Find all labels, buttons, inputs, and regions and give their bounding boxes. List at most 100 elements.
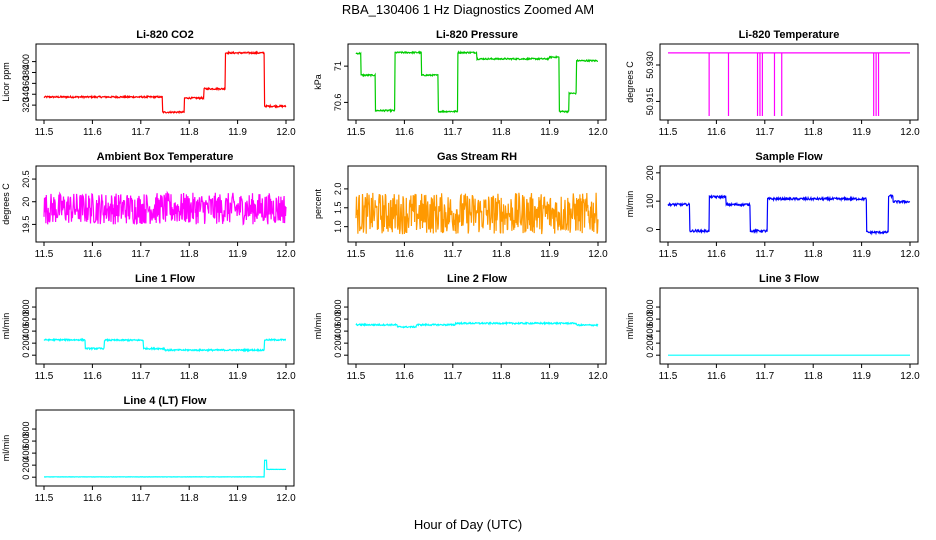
y-axis-label: percent bbox=[313, 188, 323, 219]
chart-title: Line 4 (LT) Flow bbox=[124, 395, 207, 407]
series-line bbox=[43, 337, 287, 353]
x-tick-label: 11.6 bbox=[395, 371, 414, 382]
y-tick-label: 400 bbox=[21, 324, 31, 339]
x-tick-label: 11.5 bbox=[659, 127, 678, 138]
series-line bbox=[668, 52, 910, 116]
x-tick-label: 11.6 bbox=[707, 127, 726, 138]
x-tick-label: 11.7 bbox=[131, 127, 150, 138]
y-tick-label: 380 bbox=[21, 65, 31, 80]
x-tick-label: 12.0 bbox=[900, 371, 920, 382]
y-tick-label: 600 bbox=[645, 312, 655, 327]
x-tick-label: 12.0 bbox=[276, 493, 296, 504]
chart-title: Ambient Box Temperature bbox=[97, 151, 234, 163]
y-tick-label: 200 bbox=[21, 458, 31, 473]
y-tick-label: 20.5 bbox=[21, 170, 31, 188]
x-tick-label: 11.9 bbox=[852, 249, 871, 260]
y-tick-label: 600 bbox=[333, 312, 343, 327]
y-tick-label: 800 bbox=[21, 300, 31, 315]
y-tick-label: 71 bbox=[333, 61, 343, 71]
chart-panel-5: Gas Stream RH 11.5 11.6 11.7 11.8 11.9 12.0 1.0… bbox=[313, 151, 608, 260]
y-axis-label: ml/min bbox=[625, 191, 635, 218]
x-tick-label: 12.0 bbox=[588, 127, 608, 138]
x-tick-label: 12.0 bbox=[276, 249, 296, 260]
chart-title: Li-820 Pressure bbox=[436, 29, 518, 41]
plot-frame bbox=[659, 287, 919, 365]
chart-title: Sample Flow bbox=[755, 151, 823, 163]
x-tick-label: 11.8 bbox=[492, 371, 511, 382]
y-tick-label: 320 bbox=[21, 98, 31, 113]
x-tick-label: 11.7 bbox=[443, 371, 462, 382]
y-axis-label: degrees C bbox=[1, 183, 11, 225]
chart-panel-3: Li-820 Temperature 11.5 11.6 11.7 11.8 11.9 12… bbox=[625, 29, 920, 138]
x-tick-label: 11.8 bbox=[180, 371, 199, 382]
x-tick-label: 11.6 bbox=[83, 371, 102, 382]
x-tick-label: 11.6 bbox=[83, 493, 102, 504]
x-tick-label: 11.9 bbox=[540, 249, 559, 260]
x-tick-label: 11.8 bbox=[180, 493, 199, 504]
y-tick-label: 600 bbox=[21, 434, 31, 449]
x-tick-label: 11.5 bbox=[347, 371, 366, 382]
chart-panel-7: Line 1 Flow 11.5 11.6 11.7 11.8 11.9 12.0 0 2004… bbox=[1, 273, 296, 382]
x-tick-label: 11.6 bbox=[707, 249, 726, 260]
plot-frame bbox=[659, 165, 919, 243]
x-tick-label: 11.7 bbox=[131, 493, 150, 504]
y-tick-label: 600 bbox=[21, 312, 31, 327]
chart-title: Line 2 Flow bbox=[447, 273, 507, 285]
x-tick-label: 12.0 bbox=[588, 371, 608, 382]
y-tick-label: 20 bbox=[21, 197, 31, 207]
y-tick-label: 2.0 bbox=[333, 183, 343, 196]
y-tick-label: 400 bbox=[645, 324, 655, 339]
y-tick-label: 1.0 bbox=[333, 220, 343, 233]
x-tick-label: 11.8 bbox=[180, 249, 199, 260]
y-tick-label: 200 bbox=[21, 336, 31, 351]
y-tick-label: 800 bbox=[21, 422, 31, 437]
x-tick-label: 11.9 bbox=[228, 371, 247, 382]
chart-panel-6: Sample Flow 11.5 11.6 11.7 11.8 11.9 12.0 0 100 2… bbox=[625, 151, 920, 260]
x-tick-label: 11.9 bbox=[852, 127, 871, 138]
series-line bbox=[355, 321, 599, 329]
y-tick-label: 400 bbox=[21, 446, 31, 461]
y-tick-label: 200 bbox=[645, 336, 655, 351]
x-tick-label: 11.6 bbox=[395, 127, 414, 138]
x-tick-label: 11.8 bbox=[804, 249, 823, 260]
y-tick-label: 0 bbox=[21, 353, 31, 358]
x-tick-label: 11.6 bbox=[83, 249, 102, 260]
y-tick-label: 50.915 bbox=[645, 88, 655, 116]
y-tick-label: 1.5 bbox=[333, 202, 343, 215]
plot-frame bbox=[347, 43, 607, 121]
x-tick-label: 11.5 bbox=[35, 249, 54, 260]
x-tick-label: 11.8 bbox=[492, 249, 511, 260]
plot-frame bbox=[35, 165, 295, 243]
plot-frame bbox=[35, 409, 295, 487]
y-tick-label: 19.5 bbox=[21, 216, 31, 234]
x-tick-label: 11.5 bbox=[35, 371, 54, 382]
y-tick-label: 50.930 bbox=[645, 51, 655, 79]
x-tick-label: 11.9 bbox=[540, 127, 559, 138]
chart-panel-9: Line 3 Flow 11.5 11.6 11.7 11.8 11.9 12.0 0 2004… bbox=[625, 273, 920, 382]
chart-title: Gas Stream RH bbox=[437, 151, 517, 163]
x-tick-label: 11.7 bbox=[131, 249, 150, 260]
y-tick-label: 0 bbox=[333, 353, 343, 358]
figure-title: RBA_130406 1 Hz Diagnostics Zoomed AM bbox=[341, 2, 595, 17]
y-axis-label: Licor ppm bbox=[1, 62, 11, 102]
chart-title: Li-820 Temperature bbox=[739, 29, 840, 41]
y-tick-label: 200 bbox=[333, 336, 343, 351]
x-tick-label: 11.7 bbox=[131, 371, 150, 382]
y-tick-label: 400 bbox=[333, 324, 343, 339]
x-tick-label: 11.5 bbox=[347, 249, 366, 260]
y-tick-label: 0 bbox=[645, 227, 655, 232]
x-tick-label: 11.9 bbox=[228, 493, 247, 504]
plot-frame bbox=[347, 287, 607, 365]
y-tick-label: 400 bbox=[21, 54, 31, 69]
chart-title: Line 3 Flow bbox=[759, 273, 819, 285]
x-tick-label: 12.0 bbox=[900, 249, 920, 260]
x-tick-label: 11.8 bbox=[804, 371, 823, 382]
figure-xlabel: Hour of Day (UTC) bbox=[413, 517, 523, 532]
series-line bbox=[667, 194, 911, 236]
x-tick-label: 11.5 bbox=[347, 127, 366, 138]
series-line bbox=[44, 459, 286, 478]
chart-panel-8: Line 2 Flow 11.5 11.6 11.7 11.8 11.9 12.0 0 2004… bbox=[313, 273, 608, 382]
x-tick-label: 11.9 bbox=[228, 249, 247, 260]
x-tick-label: 11.6 bbox=[707, 371, 726, 382]
plot-frame bbox=[35, 287, 295, 365]
